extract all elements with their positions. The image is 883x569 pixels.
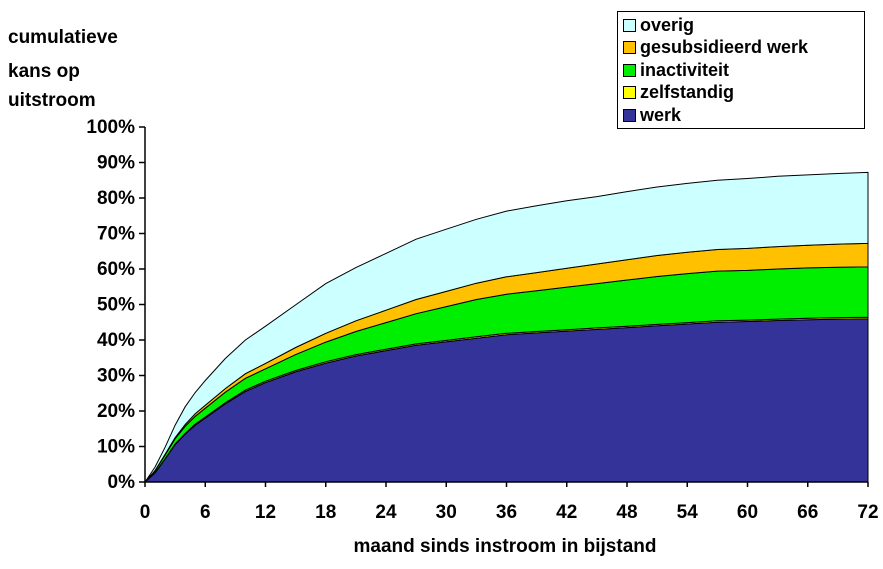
x-tick-label: 54 bbox=[677, 502, 699, 523]
y-axis-title-line: uitstroom bbox=[8, 90, 96, 111]
legend-swatch bbox=[623, 18, 636, 32]
legend-label: overig bbox=[640, 14, 695, 35]
x-tick-label: 60 bbox=[737, 502, 758, 523]
x-tick-label: 6 bbox=[200, 502, 211, 523]
y-tick-label: 30% bbox=[97, 366, 135, 387]
y-tick-label: 40% bbox=[97, 330, 135, 351]
legend-item-zelfstandig: zelfstandig bbox=[623, 82, 864, 105]
x-axis: 0 6 12 18 24 30 36 42 48 54 60 66 72 bbox=[140, 481, 879, 523]
legend-swatch bbox=[623, 63, 636, 77]
legend-label: gesubsidieerd werk bbox=[640, 37, 809, 58]
x-axis-title: maand sinds instroom in bijstand bbox=[353, 536, 657, 557]
series-areas bbox=[143, 171, 869, 483]
y-tick-label: 90% bbox=[97, 153, 135, 174]
x-tick-label: 72 bbox=[857, 502, 878, 523]
legend-swatch bbox=[623, 108, 636, 122]
x-tick-label: 36 bbox=[496, 502, 517, 523]
y-tick-label: 50% bbox=[97, 295, 135, 316]
y-axis: 0% 10% 20% 30% 40% 50% 60% 70% 80% 90% 100% bbox=[86, 117, 146, 493]
y-axis-title-line: kans op bbox=[8, 61, 80, 82]
x-tick-label: 66 bbox=[797, 502, 818, 523]
legend-item-overig: overig bbox=[623, 14, 864, 37]
x-tick-label: 48 bbox=[616, 502, 637, 523]
x-tick-label: 12 bbox=[255, 502, 276, 523]
y-axis-title-line: cumulatieve bbox=[8, 27, 118, 48]
y-tick-label: 0% bbox=[108, 472, 136, 493]
y-tick-label: 100% bbox=[86, 117, 135, 138]
legend-label: werk bbox=[640, 104, 682, 125]
area-overig bbox=[144, 171, 869, 483]
legend-swatch bbox=[623, 86, 636, 100]
y-tick-label: 80% bbox=[97, 188, 135, 209]
y-tick-label: 70% bbox=[97, 224, 135, 245]
legend-swatch bbox=[623, 41, 636, 55]
x-tick-label: 18 bbox=[315, 502, 336, 523]
y-tick-label: 10% bbox=[97, 437, 135, 458]
x-tick-label: 30 bbox=[436, 502, 457, 523]
legend-item-werk: werk bbox=[623, 104, 864, 127]
y-tick-label: 60% bbox=[97, 259, 135, 280]
y-tick-label: 20% bbox=[97, 401, 135, 422]
legend-label: zelfstandig bbox=[640, 82, 735, 103]
legend: overig gesubsidieerd werk inactiviteit z… bbox=[617, 11, 865, 129]
x-tick-label: 42 bbox=[556, 502, 577, 523]
legend-item-gesubsidieerd-werk: gesubsidieerd werk bbox=[623, 37, 864, 60]
x-tick-label: 0 bbox=[140, 502, 151, 523]
x-tick-label: 24 bbox=[375, 502, 397, 523]
legend-label: inactiviteit bbox=[640, 59, 730, 80]
legend-item-inactiviteit: inactiviteit bbox=[623, 59, 864, 82]
